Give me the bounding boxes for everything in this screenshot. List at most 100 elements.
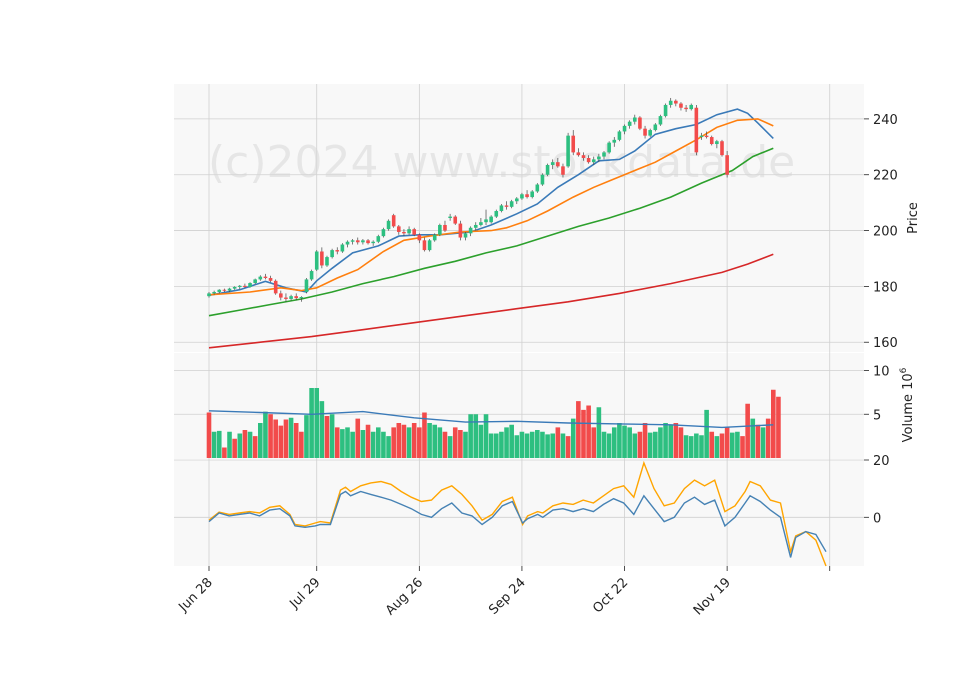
volume-bar-down bbox=[334, 427, 340, 458]
volume-bar-down bbox=[417, 427, 422, 458]
volume-bar-down bbox=[206, 412, 212, 458]
candle-up bbox=[309, 271, 314, 280]
volume-bar-down bbox=[555, 427, 561, 458]
volume-bar-down bbox=[586, 405, 591, 458]
volume-axis-label: Volume 106 bbox=[899, 367, 916, 442]
candle-down bbox=[674, 100, 678, 104]
candle-up bbox=[381, 229, 386, 237]
volume-bar-up bbox=[211, 431, 217, 458]
volume-bar-down bbox=[724, 427, 730, 458]
volume-bar-up bbox=[688, 436, 694, 458]
candle-up bbox=[407, 229, 411, 234]
candle-up bbox=[617, 131, 622, 140]
candle-up bbox=[715, 141, 719, 145]
volume-bar-up bbox=[653, 431, 658, 458]
volume-bar-down bbox=[293, 423, 299, 458]
volume-bar-up bbox=[627, 427, 632, 458]
candle-down bbox=[355, 240, 360, 243]
candle-down bbox=[709, 137, 714, 145]
candle-down bbox=[704, 135, 709, 138]
candle-down bbox=[571, 135, 576, 153]
volume-bar-down bbox=[678, 427, 684, 458]
x-tick-label: Jun 28 bbox=[176, 575, 216, 615]
candle-up bbox=[304, 279, 309, 292]
candle-down bbox=[586, 157, 591, 163]
candle-up bbox=[591, 159, 596, 163]
volume-bar-up bbox=[658, 427, 663, 458]
price-axis-label: Price bbox=[906, 202, 921, 234]
volume-tick-label: 10 bbox=[873, 365, 890, 380]
candle-up bbox=[607, 142, 611, 153]
candle-up bbox=[325, 257, 329, 266]
volume-ma-line bbox=[208, 410, 774, 429]
candle-up bbox=[566, 135, 570, 167]
candle-up bbox=[232, 286, 237, 289]
volume-bar-up bbox=[545, 434, 550, 458]
volume-bar-down bbox=[278, 425, 284, 458]
candle-up bbox=[345, 241, 350, 245]
volume-bar-up bbox=[632, 433, 638, 458]
volume-bar-down bbox=[324, 416, 330, 458]
x-tick-label: Nov 19 bbox=[691, 575, 734, 618]
candle-up bbox=[350, 240, 355, 242]
volume-bar-down bbox=[252, 436, 258, 458]
volume-bar-up bbox=[519, 431, 525, 458]
volume-bar-up bbox=[540, 431, 545, 458]
candlesticks bbox=[207, 97, 729, 302]
candle-up bbox=[207, 293, 211, 297]
volume-bar-up bbox=[760, 427, 766, 458]
candle-down bbox=[222, 289, 227, 291]
volume-bar-down bbox=[581, 409, 586, 458]
volume-bar-up bbox=[617, 423, 622, 458]
volume-bar-down bbox=[776, 396, 781, 458]
candle-up bbox=[386, 220, 391, 230]
volume-bar-down bbox=[273, 419, 278, 458]
volume-bar-down bbox=[422, 412, 427, 458]
candle-down bbox=[576, 152, 581, 156]
volume-bar-up bbox=[288, 417, 294, 458]
volume-bar-down bbox=[232, 438, 237, 458]
candle-up bbox=[530, 191, 534, 198]
volume-bar-down bbox=[452, 427, 458, 458]
volume-bar-up bbox=[488, 433, 494, 458]
candle-up bbox=[550, 162, 555, 165]
volume-bar-down bbox=[709, 431, 715, 458]
candle-up bbox=[627, 121, 632, 126]
volume-bar-up bbox=[463, 431, 468, 458]
candle-up bbox=[212, 291, 216, 294]
volume-bar-up bbox=[237, 433, 243, 458]
candle-up bbox=[689, 104, 694, 110]
volume-bar-down bbox=[299, 431, 304, 458]
volume-bar-up bbox=[350, 431, 355, 458]
price-tick-label: 240 bbox=[873, 113, 898, 128]
volume-bar-up bbox=[596, 407, 602, 458]
volume-bar-up bbox=[560, 433, 566, 458]
candle-down bbox=[243, 285, 247, 287]
volume-bar-up bbox=[263, 411, 268, 458]
candle-down bbox=[335, 250, 340, 252]
volume-bar-up bbox=[524, 433, 530, 458]
candle-up bbox=[494, 211, 499, 217]
candle-down bbox=[525, 194, 529, 198]
volume-bar-down bbox=[268, 414, 273, 458]
volume-bar-up bbox=[699, 435, 704, 458]
volume-bar-down bbox=[565, 436, 571, 458]
volume-bar-down bbox=[591, 427, 597, 458]
volume-bars bbox=[206, 388, 781, 458]
volume-bar-down bbox=[365, 424, 371, 458]
candle-up bbox=[371, 241, 375, 244]
candle-down bbox=[684, 107, 688, 110]
candle-down bbox=[694, 107, 699, 153]
volume-bar-up bbox=[509, 424, 514, 458]
candle-up bbox=[432, 234, 437, 241]
price-tick-label: 200 bbox=[873, 225, 898, 240]
oscillator-tick-label: 0 bbox=[873, 511, 881, 526]
candle-up bbox=[314, 251, 319, 270]
volume-bar-down bbox=[745, 403, 750, 458]
oscillator-tick-label: 20 bbox=[873, 454, 890, 469]
candle-down bbox=[725, 155, 729, 175]
candle-up bbox=[520, 194, 524, 199]
oscillator-lines bbox=[208, 460, 827, 567]
volume-bar-down bbox=[442, 431, 448, 458]
volume-bar-up bbox=[647, 432, 653, 458]
